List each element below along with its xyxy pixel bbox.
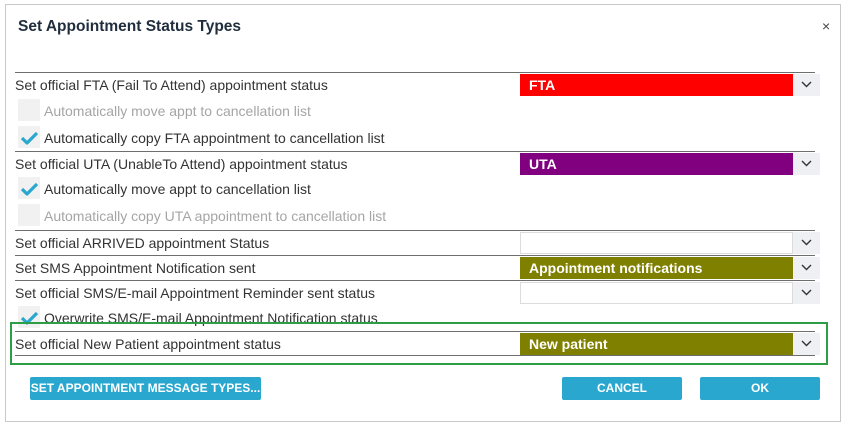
uta-move-checkbox[interactable] <box>18 177 40 199</box>
uta-copy-label: Automatically copy UTA appointment to ca… <box>44 208 387 224</box>
new-patient-status-select[interactable]: New patient <box>520 333 820 355</box>
reminder-status-label: Set official SMS/E-mail Appointment Remi… <box>15 285 376 301</box>
arrived-status-label: Set official ARRIVED appointment Status <box>15 235 270 251</box>
fta-status-value: FTA <box>520 74 793 96</box>
set-appointment-status-types-dialog: Set Appointment Status Types × <box>5 4 841 422</box>
new-patient-status-row: Set official New Patient appointment sta… <box>15 331 820 356</box>
arrived-status-value <box>520 232 793 254</box>
checkmark-icon <box>20 131 39 145</box>
fta-move-option: Automatically move appt to cancellation … <box>15 99 815 124</box>
uta-status-select[interactable]: UTA <box>520 153 820 175</box>
fta-copy-option: Automatically copy FTA appointment to ca… <box>15 126 815 151</box>
ok-button[interactable]: OK <box>700 377 820 400</box>
fta-status-label: Set official FTA (Fail To Attend) appoin… <box>15 77 328 93</box>
uta-copy-option: Automatically copy UTA appointment to ca… <box>15 204 815 229</box>
set-message-types-button[interactable]: SET APPOINTMENT MESSAGE TYPES... <box>30 377 261 400</box>
uta-move-option: Automatically move appt to cancellation … <box>15 177 815 202</box>
sms-sent-status-label: Set SMS Appointment Notification sent <box>15 260 256 276</box>
arrived-status-row: Set official ARRIVED appointment Status <box>15 230 820 255</box>
highlight-box <box>10 322 828 365</box>
reminder-status-value <box>520 282 793 304</box>
uta-move-label: Automatically move appt to cancellation … <box>44 181 311 197</box>
arrived-status-select[interactable] <box>520 232 820 254</box>
uta-status-value: UTA <box>520 153 793 175</box>
reminder-status-row: Set official SMS/E-mail Appointment Remi… <box>15 280 820 305</box>
sms-sent-status-row: Set SMS Appointment Notification sent Ap… <box>15 255 820 280</box>
fta-copy-label: Automatically copy FTA appointment to ca… <box>44 130 385 146</box>
new-patient-status-label: Set official New Patient appointment sta… <box>15 336 281 352</box>
checkmark-icon <box>20 182 39 196</box>
uta-copy-checkbox[interactable] <box>18 204 40 226</box>
fta-move-checkbox[interactable] <box>18 99 40 121</box>
sms-sent-status-value: Appointment notifications <box>520 257 793 279</box>
chevron-down-icon[interactable] <box>793 257 820 279</box>
chevron-down-icon[interactable] <box>793 282 820 304</box>
dialog-title: Set Appointment Status Types <box>18 18 242 35</box>
fta-status-row: Set official FTA (Fail To Attend) appoin… <box>15 72 820 97</box>
reminder-status-select[interactable] <box>520 282 820 304</box>
cancel-button[interactable]: CANCEL <box>562 377 682 400</box>
chevron-down-icon[interactable] <box>793 74 820 96</box>
chevron-down-icon[interactable] <box>793 153 820 175</box>
chevron-down-icon[interactable] <box>793 232 820 254</box>
sms-sent-status-select[interactable]: Appointment notifications <box>520 257 820 279</box>
fta-status-select[interactable]: FTA <box>520 74 820 96</box>
uta-status-row: Set official UTA (UnableTo Attend) appoi… <box>15 151 820 176</box>
new-patient-status-value: New patient <box>520 333 793 355</box>
fta-copy-checkbox[interactable] <box>18 126 40 148</box>
fta-move-label: Automatically move appt to cancellation … <box>44 103 311 119</box>
chevron-down-icon[interactable] <box>793 333 820 355</box>
uta-status-label: Set official UTA (UnableTo Attend) appoi… <box>15 156 348 172</box>
close-icon[interactable]: × <box>822 18 831 34</box>
